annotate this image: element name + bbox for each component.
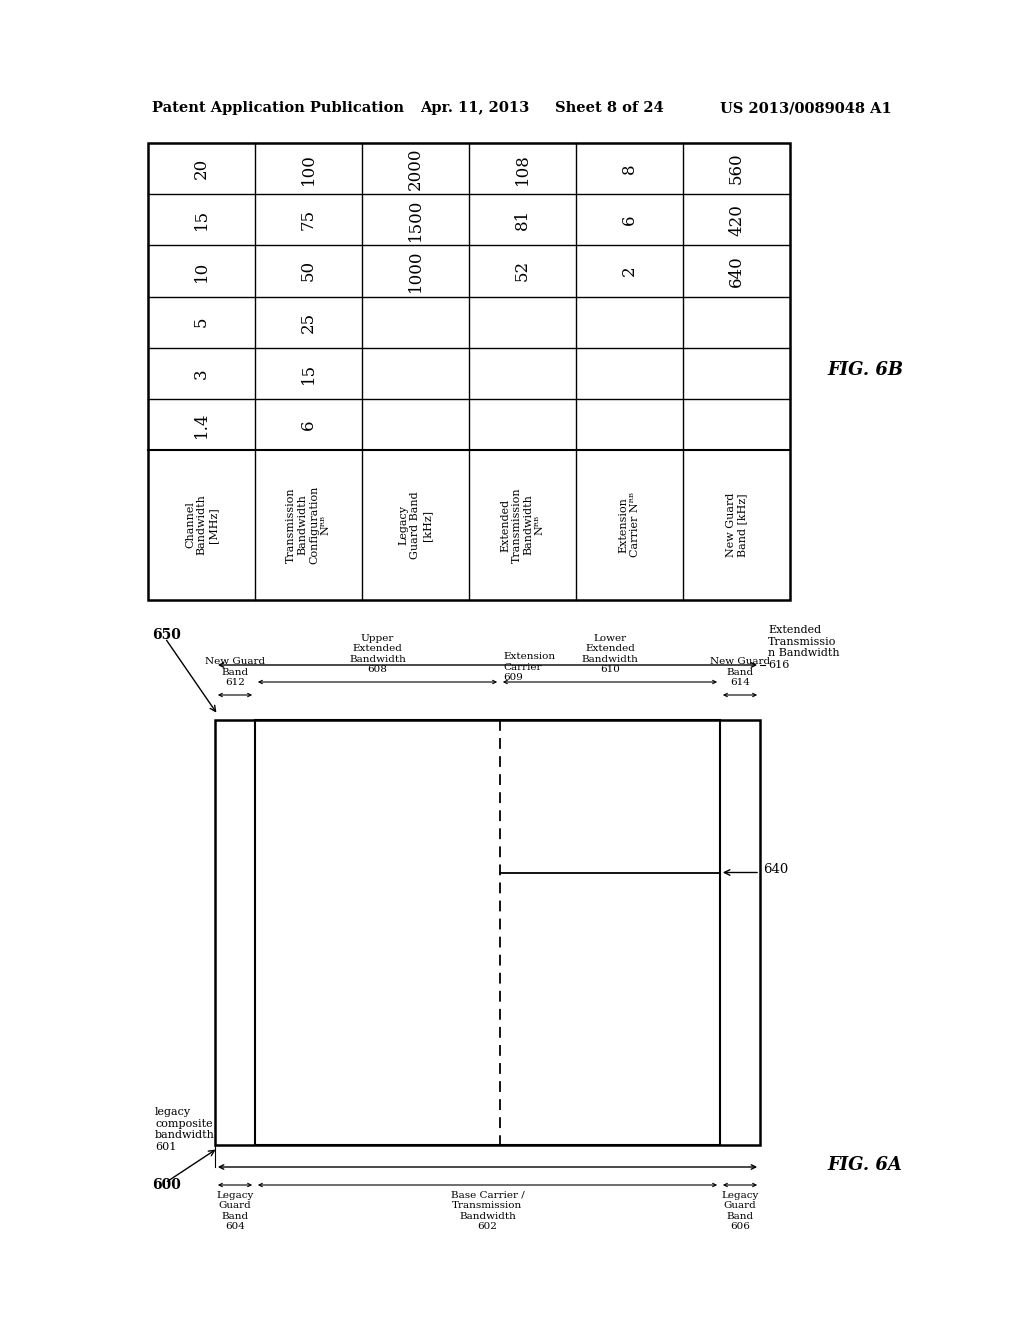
Text: New Guard
Band [kHz]: New Guard Band [kHz] [726, 492, 748, 557]
Text: 600: 600 [152, 1177, 181, 1192]
Text: 15: 15 [300, 363, 317, 384]
Text: FIG. 6A: FIG. 6A [827, 1156, 902, 1173]
Text: 75: 75 [300, 209, 317, 230]
Text: legacy
composite
bandwidth
601: legacy composite bandwidth 601 [155, 1107, 215, 1152]
Text: 6: 6 [621, 214, 638, 224]
Text: 2000: 2000 [407, 148, 424, 190]
Text: Sheet 8 of 24: Sheet 8 of 24 [555, 102, 664, 115]
Text: 1000: 1000 [407, 249, 424, 292]
Text: 5: 5 [193, 317, 210, 327]
Text: 25: 25 [300, 312, 317, 333]
Text: Base Carrier /
Transmission
Bandwidth
602: Base Carrier / Transmission Bandwidth 60… [451, 1191, 524, 1232]
Text: Legacy
Guard Band
[kHz]: Legacy Guard Band [kHz] [399, 491, 432, 558]
Text: 108: 108 [514, 153, 531, 185]
Text: Lower
Extended
Bandwidth
610: Lower Extended Bandwidth 610 [582, 634, 638, 675]
Text: 650: 650 [152, 628, 181, 642]
Text: New Guard
Band
612: New Guard Band 612 [205, 657, 265, 686]
Text: 100: 100 [300, 153, 317, 185]
Text: Transmission
Bandwidth
Configuration
Nᴿᴮ: Transmission Bandwidth Configuration Nᴿᴮ [286, 486, 331, 564]
Text: 10: 10 [193, 260, 210, 281]
Text: Patent Application Publication: Patent Application Publication [152, 102, 404, 115]
Text: 640: 640 [763, 863, 788, 876]
Text: 81: 81 [514, 209, 531, 231]
Text: 15: 15 [193, 209, 210, 230]
Text: Extension
Carrier
609: Extension Carrier 609 [503, 652, 555, 682]
Text: 50: 50 [300, 260, 317, 281]
Bar [148, 143, 790, 601]
Text: 3: 3 [193, 368, 210, 379]
Text: Apr. 11, 2013: Apr. 11, 2013 [420, 102, 529, 115]
Text: 1500: 1500 [407, 198, 424, 242]
Text: Extended
Transmissio
n Bandwidth
616: Extended Transmissio n Bandwidth 616 [768, 624, 840, 669]
Text: US 2013/0089048 A1: US 2013/0089048 A1 [720, 102, 892, 115]
Text: 640: 640 [728, 255, 745, 286]
Text: FIG. 6B: FIG. 6B [827, 360, 903, 379]
Text: 560: 560 [728, 153, 745, 185]
Text: Extended
Transmission
Bandwidth
Nᴿᴮ: Extended Transmission Bandwidth Nᴿᴮ [500, 487, 545, 562]
Text: 20: 20 [193, 158, 210, 180]
Bar [215, 719, 760, 1144]
Text: Legacy
Guard
Band
604: Legacy Guard Band 604 [216, 1191, 254, 1232]
Text: 8: 8 [621, 164, 638, 174]
Text: 2: 2 [621, 265, 638, 276]
Text: Channel
Bandwidth
[MHz]: Channel Bandwidth [MHz] [185, 495, 218, 556]
Text: 6: 6 [300, 420, 317, 430]
Text: Upper
Extended
Bandwidth
608: Upper Extended Bandwidth 608 [349, 634, 406, 675]
Text: Legacy
Guard
Band
606: Legacy Guard Band 606 [721, 1191, 759, 1232]
Text: New Guard
Band
614: New Guard Band 614 [710, 657, 770, 686]
Bar [255, 719, 720, 1144]
Text: 1.4: 1.4 [193, 411, 210, 438]
Text: 52: 52 [514, 260, 531, 281]
Text: 420: 420 [728, 203, 745, 236]
Text: Extension
Carrier Nᴿᴮ: Extension Carrier Nᴿᴮ [618, 492, 640, 557]
